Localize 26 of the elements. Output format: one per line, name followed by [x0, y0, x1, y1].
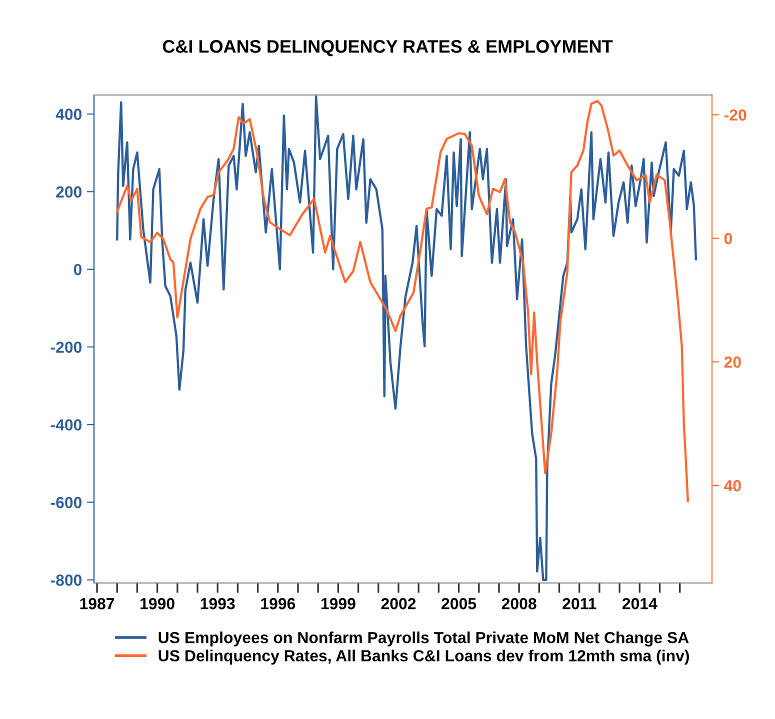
x-tick-label: 2005 [442, 598, 476, 610]
line-series [116, 100, 689, 502]
x-tick-label: 1990 [140, 598, 174, 610]
y-tick-label: -800 [50, 574, 82, 586]
y-tick-label: 200 [56, 186, 82, 198]
x-tick-label: 2008 [502, 598, 536, 610]
y-tick-label: -600 [50, 496, 82, 508]
x-tick-label: 1993 [200, 598, 235, 610]
x-tick-label: 1996 [261, 598, 296, 610]
y2-tick-label: -20 [724, 109, 746, 121]
legend-label: US Delinquency Rates, All Banks C&I Loans dev from 12mth sma (inv) [158, 650, 689, 665]
y-tick-label: -200 [50, 342, 82, 353]
y-tick-label: 400 [56, 108, 82, 120]
x-tick-label: 2002 [381, 598, 416, 610]
chart-title: C&I LOANS DELINQUENCY RATES & EMPLOYMENT [162, 40, 613, 56]
x-tick-label: 1987 [80, 598, 114, 610]
y-tick-label: -400 [50, 419, 82, 431]
y-tick-label: 0 [74, 264, 82, 276]
x-tick-label: 2014 [622, 598, 658, 610]
line-series [116, 95, 698, 582]
y2-tick-label: 40 [724, 480, 741, 492]
y2-tick-label: 20 [724, 356, 741, 368]
x-tick-label: 2011 [562, 598, 596, 610]
y2-tick-label: 0 [724, 232, 732, 244]
legend-label: US Employees on Nonfarm Payrolls Total Private MoM Net Change SA [158, 632, 689, 646]
x-tick-label: 1999 [321, 598, 356, 610]
